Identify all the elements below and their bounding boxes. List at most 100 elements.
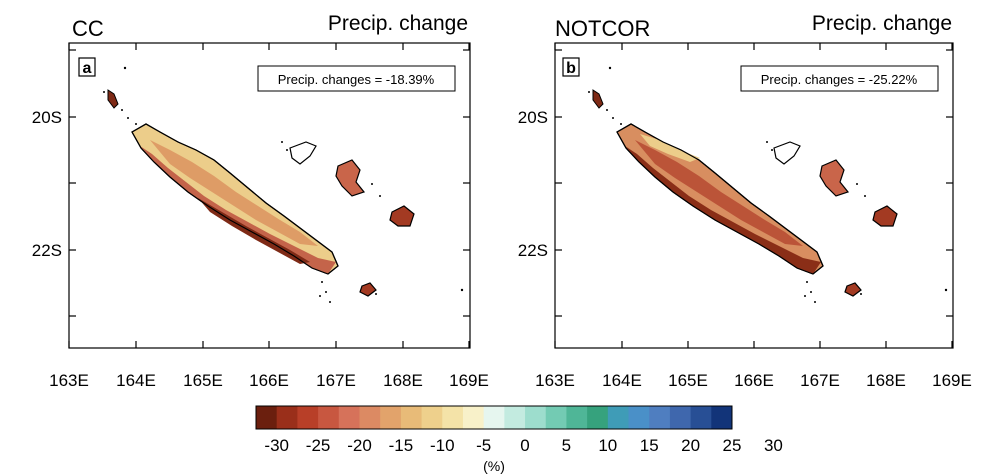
colorbar-cell: [421, 406, 443, 429]
colorbar-tick-label: 10: [598, 436, 617, 455]
colorbar-tick-label: -20: [347, 436, 372, 455]
reef-islets: [103, 66, 464, 303]
colorbar-cell: [276, 406, 298, 429]
main-island-southwest-band: [140, 146, 336, 274]
reef-islets: [588, 66, 948, 303]
belep-islets: [592, 89, 604, 109]
colorbar-tick-label: -15: [389, 436, 414, 455]
panel-a-lat-label: 22S: [32, 241, 62, 260]
belep-islets: [107, 89, 119, 109]
panel-a-letter-box: [78, 57, 96, 77]
colorbar-cell: [318, 406, 340, 429]
colorbar-tick-label: -10: [430, 436, 455, 455]
colorbar-unit: (%): [483, 458, 505, 474]
panel-a-lon-label: 166E: [249, 371, 289, 390]
panel-a-map: [103, 66, 464, 303]
panel-a-lon-label: 164E: [116, 371, 156, 390]
panel-b-lon-label: 165E: [668, 371, 708, 390]
colorbar-cell: [628, 406, 650, 429]
colorbar-cell: [545, 406, 567, 429]
panel-b-info-text: Precip. changes = -25.22%: [761, 72, 918, 87]
panel-a-info-box: [257, 65, 456, 92]
colorbar-cell: [607, 406, 629, 429]
panel-b-right-title: Precip. change: [812, 12, 952, 35]
panel-b-lat-label: 22S: [518, 241, 548, 260]
panel-b-lon-label: 163E: [535, 371, 575, 390]
colorbar-cell: [297, 406, 319, 429]
panel-a-lon-label: 165E: [183, 371, 223, 390]
panel-a-ticks: [68, 43, 470, 348]
mare-island: [872, 205, 898, 227]
colorbar-tick-label: 15: [640, 436, 659, 455]
colorbar-cell: [566, 406, 588, 429]
panel-b-letter-box: [562, 57, 580, 77]
colorbar-cell: [669, 406, 692, 429]
main-island-pale-patch: [640, 134, 700, 162]
panel-b-lat-label: 20S: [518, 108, 548, 127]
panel-a-right-title: Precip. change: [328, 12, 468, 35]
colorbar-cell: [338, 406, 360, 429]
colorbar-tick-label: -30: [264, 436, 289, 455]
panel-a-lat-label: 20S: [32, 108, 62, 127]
isle-of-pines: [844, 282, 862, 297]
mare-island: [389, 205, 415, 227]
colorbar-cell: [462, 406, 485, 429]
colorbar-tick-label: 0: [520, 436, 529, 455]
panel-b-lon-label: 167E: [800, 371, 840, 390]
colorbar-cell: [690, 406, 712, 429]
colorbar: -30 -25 -20 -15 -10 -5 0 5 10 15 20 25 3…: [255, 405, 783, 474]
panel-b: NOTCOR Precip. change 163E 164E 165E 166…: [518, 12, 972, 390]
panel-a-lon-label: 169E: [449, 371, 489, 390]
colorbar-cell: [649, 406, 671, 429]
panel-b-ticks: [554, 43, 953, 348]
colorbar-cell: [504, 406, 526, 429]
panel-a: CC Precip. change 163E 164E 165E 166E 16…: [32, 12, 489, 390]
panel-b-lon-label: 166E: [734, 371, 774, 390]
colorbar-tick-label: -5: [476, 436, 491, 455]
colorbar-cell: [380, 406, 402, 429]
main-island-outline: [131, 123, 339, 275]
lifou-island: [335, 159, 366, 197]
panel-b-lon-label: 168E: [866, 371, 906, 390]
colorbar-frame: [255, 405, 733, 430]
colorbar-cell: [525, 406, 547, 429]
main-island-center-band: [150, 140, 318, 246]
colorbar-tick-label: 5: [562, 436, 571, 455]
panel-a-frame: [68, 42, 471, 349]
colorbar-tick-label: 30: [764, 436, 783, 455]
panel-a-left-title: CC: [72, 16, 104, 41]
panel-b-frame: [554, 42, 954, 349]
panel-a-lon-label: 163E: [49, 371, 89, 390]
colorbar-cell: [587, 406, 609, 429]
main-island-outline: [616, 123, 824, 275]
main-island-center-band: [635, 140, 803, 246]
ouvea-island: [773, 141, 801, 165]
panel-b-letter: b: [566, 60, 576, 77]
ouvea-island: [289, 141, 317, 165]
panel-a-info-text: Precip. changes = -18.39%: [278, 72, 435, 87]
colorbar-labels: -30 -25 -20 -15 -10 -5 0 5 10 15 20 25 3…: [264, 436, 782, 455]
lifou-island: [819, 159, 850, 197]
main-island-southwest-band: [625, 146, 821, 274]
colorbar-tick-label: 20: [681, 436, 700, 455]
panel-b-lon-label: 164E: [602, 371, 642, 390]
colorbar-tick-label: 25: [723, 436, 742, 455]
colorbar-cell: [442, 406, 464, 429]
colorbar-cell: [400, 406, 422, 429]
panel-b-map: [588, 66, 948, 303]
panel-b-info-box: [740, 65, 939, 92]
panel-a-lon-label: 168E: [383, 371, 423, 390]
colorbar-cells: [256, 406, 733, 429]
colorbar-cell: [359, 406, 381, 429]
panel-a-letter: a: [83, 60, 92, 77]
colorbar-tick-label: -25: [306, 436, 331, 455]
panel-a-lon-label: 167E: [316, 371, 356, 390]
main-island-dark-patch: [198, 198, 310, 264]
panel-b-left-title: NOTCOR: [555, 16, 650, 41]
colorbar-cell: [483, 406, 505, 429]
colorbar-cell: [256, 406, 278, 429]
isle-of-pines: [359, 282, 377, 297]
panel-b-lon-label: 169E: [932, 371, 972, 390]
colorbar-cell: [711, 406, 733, 429]
